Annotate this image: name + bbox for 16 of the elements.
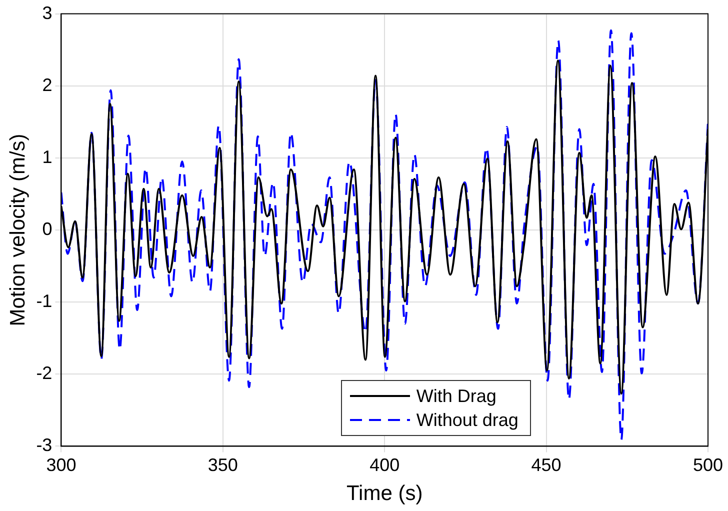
x-tick-label: 400: [370, 454, 400, 475]
x-tick-label: 450: [531, 454, 562, 475]
y-tick-label: -2: [36, 363, 52, 384]
x-tick-label: 300: [46, 454, 76, 475]
x-axis-title: Time (s): [346, 482, 423, 506]
x-tick-label: 500: [692, 454, 724, 475]
y-tick-label: -1: [36, 291, 52, 312]
y-tick-label: 0: [42, 218, 52, 239]
legend-label: Without drag: [416, 409, 518, 432]
y-tick-label: 3: [42, 2, 52, 23]
y-tick-label: 1: [42, 146, 52, 167]
y-tick-label: -3: [36, 435, 52, 456]
legend-label: With Drag: [416, 385, 496, 408]
x-tick-label: 350: [208, 454, 238, 475]
y-axis-title: Motion velocity (m/s): [6, 134, 30, 326]
y-tick-label: 2: [42, 74, 52, 95]
